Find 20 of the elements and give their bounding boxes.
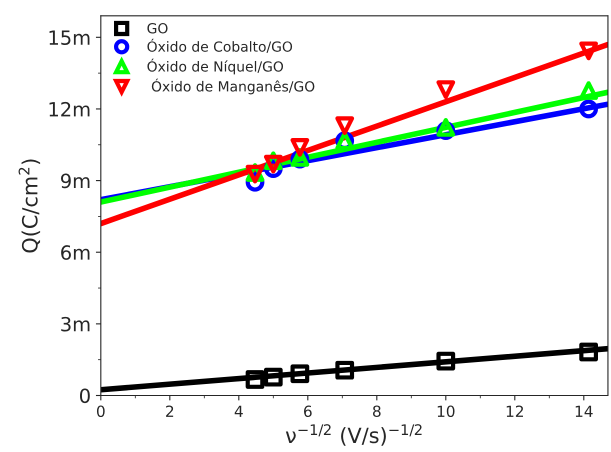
x-tick-label: 12	[506, 405, 523, 417]
x-tick-label: 2	[166, 405, 174, 417]
x-tick-label: 8	[372, 405, 381, 418]
y-tick-label: 15m	[50, 30, 90, 45]
x-tick-label: 14	[576, 406, 593, 417]
y-tick-label: 9m	[61, 174, 90, 188]
x-axis-title: ν$^{−1/2}$ (V/s)$^{−1/2}$	[286, 424, 422, 446]
y-axis-title: Q(C/cm$^{2}$)	[18, 159, 40, 253]
y-tick-label: 12m	[50, 102, 90, 116]
x-tick-label: 4	[234, 406, 243, 417]
legend-label: Óxido de Cobalto/GO	[147, 38, 292, 53]
y-tick-label: 6m	[61, 245, 90, 260]
legend-label: Óxido de Níquel/GO	[147, 58, 284, 74]
legend-label: GO	[147, 23, 168, 34]
x-tick-label: 10	[438, 405, 455, 418]
y-tick-label: 0	[80, 388, 90, 404]
x-tick-label: 6	[304, 405, 312, 418]
legend-label: Óxido de Manganês/GO	[152, 78, 314, 94]
y-tick-label: 3m	[61, 316, 90, 332]
x-tick-label: 0	[96, 405, 105, 418]
